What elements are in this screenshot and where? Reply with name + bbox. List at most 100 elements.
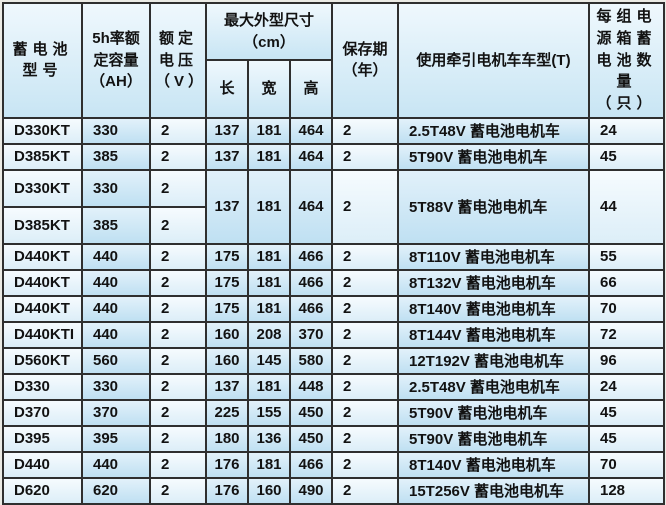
cell-height: 466 bbox=[289, 294, 333, 323]
cell-voltage: 2 bbox=[149, 320, 207, 349]
table-row: D440KT 440 2 175 181 466 2 8T110V 蓄电池电机车 55 bbox=[2, 242, 665, 271]
cell-capacity: 330 bbox=[81, 116, 151, 145]
cell-length: 137 bbox=[205, 116, 249, 145]
cell-capacity: 330 bbox=[81, 168, 151, 208]
cell-usage: 12T192V 蓄电池电机车 bbox=[397, 346, 590, 375]
cell-width: 181 bbox=[247, 242, 291, 271]
cell-usage: 5T88V 蓄电池电机车 bbox=[397, 168, 590, 245]
cell-capacity: 560 bbox=[81, 346, 151, 375]
cell-height: 580 bbox=[289, 346, 333, 375]
cell-usage: 8T140V 蓄电池电机车 bbox=[397, 294, 590, 323]
table-row: D620 620 2 176 160 490 2 15T256V 蓄电池电机车 128 bbox=[2, 476, 665, 505]
cell-count: 24 bbox=[588, 372, 665, 401]
cell-voltage: 2 bbox=[149, 372, 207, 401]
col-header-height: 高 bbox=[289, 59, 333, 119]
cell-width: 181 bbox=[247, 116, 291, 145]
cell-model: D330KT bbox=[2, 116, 83, 145]
cell-width: 160 bbox=[247, 476, 291, 505]
cell-model: D440KT bbox=[2, 268, 83, 297]
cell-count: 96 bbox=[588, 346, 665, 375]
table-row: D330KT 330 2 137 181 464 2 2.5T48V 蓄电池电机车 24 bbox=[2, 116, 665, 145]
cell-capacity: 440 bbox=[81, 320, 151, 349]
cell-count: 44 bbox=[588, 168, 665, 245]
cell-length: 175 bbox=[205, 268, 249, 297]
cell-voltage: 2 bbox=[149, 268, 207, 297]
cell-length: 137 bbox=[205, 372, 249, 401]
cell-model: D385KT bbox=[2, 205, 83, 245]
cell-count: 70 bbox=[588, 294, 665, 323]
table-row: D440 440 2 176 181 466 2 8T140V 蓄电池电机车 70 bbox=[2, 450, 665, 479]
cell-height: 464 bbox=[289, 142, 333, 171]
cell-length: 176 bbox=[205, 476, 249, 505]
cell-model: D370 bbox=[2, 398, 83, 427]
cell-storage: 2 bbox=[331, 346, 399, 375]
cell-width: 181 bbox=[247, 168, 291, 245]
cell-count: 72 bbox=[588, 320, 665, 349]
cell-usage: 2.5T48V 蓄电池电机车 bbox=[397, 116, 590, 145]
cell-storage: 2 bbox=[331, 294, 399, 323]
cell-usage: 8T110V 蓄电池电机车 bbox=[397, 242, 590, 271]
table-row: D440KTI 440 2 160 208 370 2 8T144V 蓄电池电机车 72 bbox=[2, 320, 665, 349]
cell-height: 466 bbox=[289, 268, 333, 297]
cell-height: 490 bbox=[289, 476, 333, 505]
header-row-top: 蓄电池型号 5h率额定容量（AH） 额定电压（V） 最大外型尺寸（cm） 保存期… bbox=[2, 1, 665, 119]
cell-count: 55 bbox=[588, 242, 665, 271]
table-row: D330KT 330 2 137 181 464 2 5T88V 蓄电池电机车 44 bbox=[2, 168, 665, 245]
cell-voltage: 2 bbox=[149, 424, 207, 453]
cell-model: D440KTI bbox=[2, 320, 83, 349]
cell-model: D620 bbox=[2, 476, 83, 505]
cell-storage: 2 bbox=[331, 142, 399, 171]
cell-model: D385KT bbox=[2, 142, 83, 171]
table-row: D395 395 2 180 136 450 2 5T90V 蓄电池电机车 45 bbox=[2, 424, 665, 453]
cell-height: 466 bbox=[289, 242, 333, 271]
col-header-dimensions-group: 最大外型尺寸（cm） bbox=[205, 1, 333, 62]
table-row: D330 330 2 137 181 448 2 2.5T48V 蓄电池电机车 24 bbox=[2, 372, 665, 401]
cell-usage: 8T132V 蓄电池电机车 bbox=[397, 268, 590, 297]
cell-voltage: 2 bbox=[149, 294, 207, 323]
cell-capacity: 440 bbox=[81, 268, 151, 297]
cell-usage: 5T90V 蓄电池电机车 bbox=[397, 142, 590, 171]
cell-height: 450 bbox=[289, 398, 333, 427]
cell-voltage: 2 bbox=[149, 242, 207, 271]
cell-length: 176 bbox=[205, 450, 249, 479]
cell-width: 181 bbox=[247, 372, 291, 401]
cell-voltage: 2 bbox=[149, 205, 207, 245]
table-body: D330KT 330 2 137 181 464 2 2.5T48V 蓄电池电机车 24 D385… bbox=[2, 116, 665, 505]
cell-capacity: 440 bbox=[81, 450, 151, 479]
cell-storage: 2 bbox=[331, 424, 399, 453]
cell-usage: 8T144V 蓄电池电机车 bbox=[397, 320, 590, 349]
cell-width: 145 bbox=[247, 346, 291, 375]
cell-capacity: 330 bbox=[81, 372, 151, 401]
cell-height: 448 bbox=[289, 372, 333, 401]
cell-width: 136 bbox=[247, 424, 291, 453]
cell-capacity: 385 bbox=[81, 142, 151, 171]
cell-count: 66 bbox=[588, 268, 665, 297]
cell-capacity: 395 bbox=[81, 424, 151, 453]
cell-width: 181 bbox=[247, 268, 291, 297]
cell-length: 160 bbox=[205, 320, 249, 349]
cell-voltage: 2 bbox=[149, 142, 207, 171]
cell-height: 466 bbox=[289, 450, 333, 479]
col-header-model: 蓄电池型号 bbox=[2, 2, 83, 119]
cell-voltage: 2 bbox=[149, 168, 207, 208]
cell-length: 175 bbox=[205, 294, 249, 323]
cell-model: D560KT bbox=[2, 346, 83, 375]
cell-width: 181 bbox=[247, 142, 291, 171]
cell-voltage: 2 bbox=[149, 476, 207, 505]
table-row: D560KT 560 2 160 145 580 2 12T192V 蓄电池电机车 96 bbox=[2, 346, 665, 375]
cell-model: D330 bbox=[2, 372, 83, 401]
table-header: 蓄电池型号 5h率额定容量（AH） 额定电压（V） 最大外型尺寸（cm） 保存期… bbox=[2, 1, 665, 119]
cell-model: D330KT bbox=[2, 168, 83, 208]
cell-count: 70 bbox=[588, 450, 665, 479]
cell-storage: 2 bbox=[331, 242, 399, 271]
cell-model: D440KT bbox=[2, 294, 83, 323]
cell-count: 24 bbox=[588, 116, 665, 145]
col-header-capacity: 5h率额定容量（AH） bbox=[81, 2, 151, 119]
col-header-voltage: 额定电压（V） bbox=[149, 2, 207, 119]
cell-length: 137 bbox=[205, 142, 249, 171]
cell-storage: 2 bbox=[331, 168, 399, 245]
cell-width: 208 bbox=[247, 320, 291, 349]
table-row: D370 370 2 225 155 450 2 5T90V 蓄电池电机车 45 bbox=[2, 398, 665, 427]
cell-storage: 2 bbox=[331, 398, 399, 427]
